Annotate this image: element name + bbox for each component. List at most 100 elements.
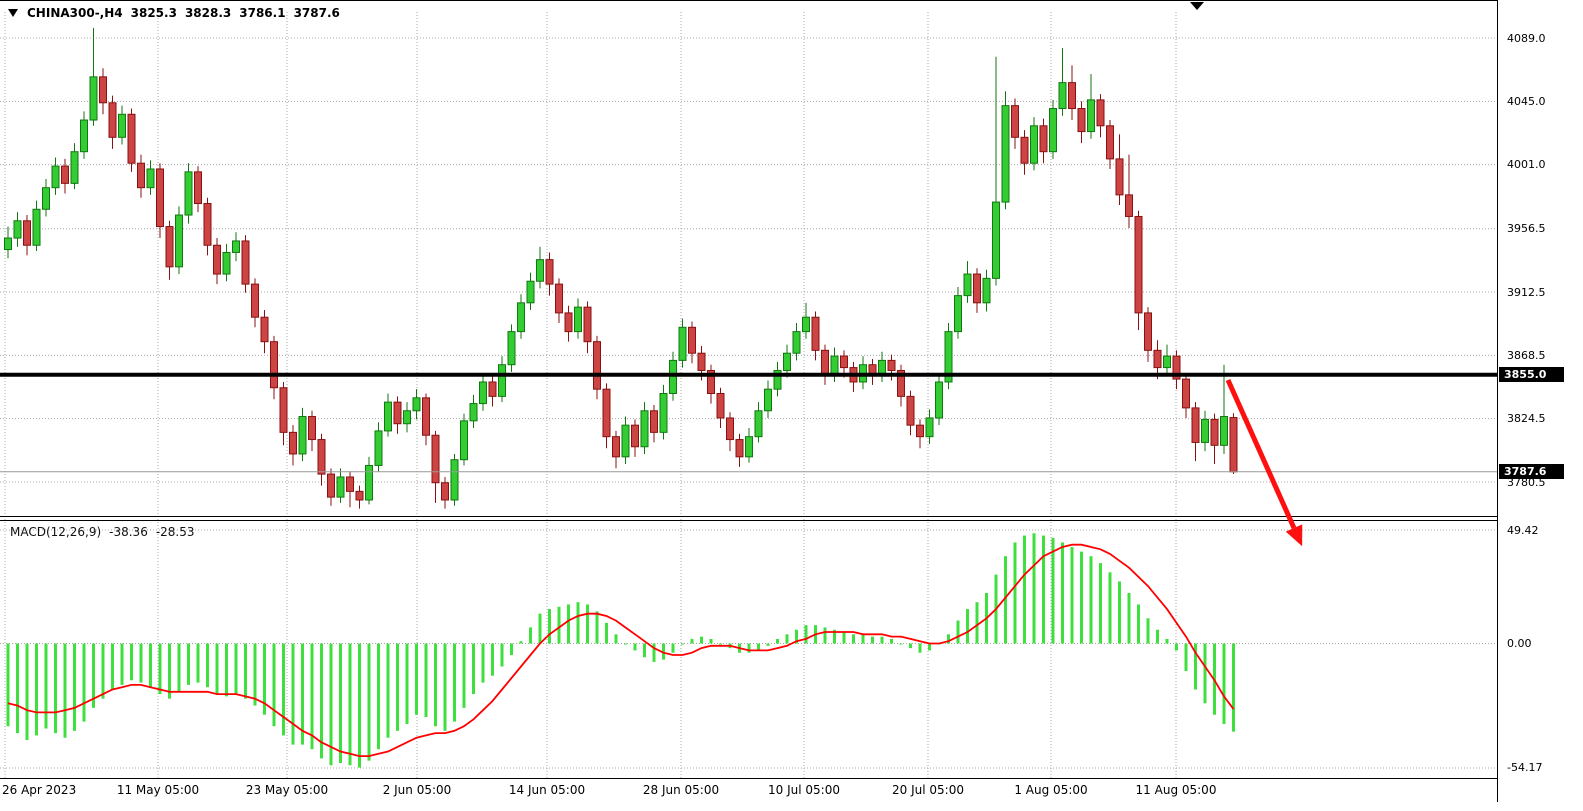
candle-bear [726, 417, 734, 441]
candle-bull [1201, 418, 1209, 443]
macd-histogram-bar [63, 643, 67, 738]
macd-histogram-bar [928, 643, 931, 651]
macd-histogram-bar [187, 643, 190, 685]
macd-histogram-bar [861, 634, 865, 644]
macd-histogram-bar [823, 627, 827, 644]
candle-bear [906, 395, 915, 426]
price-tick-label: 4001.0 [1507, 158, 1546, 172]
time-axis-label: 28 Jun 05:00 [642, 783, 720, 797]
candle-bull [89, 76, 98, 121]
trend-arrow-shaft[interactable] [1225, 378, 1297, 530]
candle-bear [1134, 215, 1143, 314]
candle-bull [1001, 105, 1010, 203]
macd-tick-label: -54.17 [1507, 761, 1543, 775]
macd-histogram-bar [500, 643, 504, 667]
macd-histogram-bar [405, 643, 409, 724]
candle-bull [517, 302, 525, 333]
candles-layer [4, 27, 1238, 509]
macd-histogram-bar [206, 643, 209, 688]
candle-bull [374, 430, 383, 466]
candle-bull [574, 306, 582, 333]
candle-bull [1058, 82, 1067, 110]
candle-bull [175, 214, 183, 268]
macd-histogram-bar [215, 643, 219, 695]
candle-bull [4, 237, 12, 251]
macd-histogram-bar [253, 643, 257, 706]
macd-histogram-bar [918, 643, 922, 653]
macd-histogram-bar [472, 643, 475, 695]
scroll-end-marker-icon[interactable] [1190, 2, 1204, 10]
macd-histogram-bar [719, 643, 722, 645]
candle-bear [1182, 378, 1190, 409]
quote-low: 3786.1 [239, 6, 286, 20]
candle-bear [61, 165, 69, 184]
macd-histogram-bar [1184, 643, 1188, 672]
time-axis-label: 2 Jun 05:00 [382, 783, 452, 797]
macd-histogram-bar [434, 643, 437, 727]
candle-bull [222, 251, 231, 275]
macd-tick-label: 0.00 [1507, 637, 1532, 651]
macd-histogram-bar [681, 643, 684, 645]
macd-histogram-bar [1004, 556, 1007, 644]
candle-bear [545, 259, 554, 285]
macd-histogram-bar [1194, 643, 1197, 690]
candle-bull [412, 397, 421, 412]
macd-histogram-bar [890, 638, 893, 644]
macd-histogram-bar [177, 643, 181, 692]
candle-bull [1163, 355, 1171, 369]
macd-tick-label: 49.42 [1507, 523, 1539, 537]
candle-bull [146, 168, 155, 189]
macd-histogram-bar [576, 602, 580, 644]
candle-bull [184, 171, 193, 216]
candle-bear [327, 473, 335, 498]
candle-bear [127, 113, 136, 164]
macd-value-1: -38.36 [109, 525, 148, 539]
time-axis-label: 10 Jul 05:00 [768, 783, 840, 797]
macd-histogram-bar [795, 629, 798, 644]
macd-histogram-bar [1080, 551, 1083, 644]
macd-histogram-bar [643, 643, 646, 658]
macd-histogram-bar [101, 643, 105, 699]
candle-bear [488, 381, 497, 397]
macd-histogram-bar [548, 609, 551, 644]
macd-histogram-bar [652, 643, 656, 662]
trend-arrow-head[interactable] [1285, 524, 1303, 547]
candle-bear [707, 369, 715, 394]
candle-bull [944, 331, 953, 383]
macd-histogram-bar [1232, 643, 1235, 732]
macd-histogram-bar [1051, 537, 1055, 644]
macd-histogram-bar [662, 643, 665, 660]
macd-histogram-bar [415, 643, 418, 715]
macd-value-2: -28.53 [155, 525, 195, 539]
macd-histogram-bar [1137, 604, 1140, 644]
price-tick-label: 3824.5 [1507, 412, 1546, 426]
quote-line: CHINA300-,H4 3825.3 3828.3 3786.1 3787.6 [8, 6, 340, 20]
candle-bear [1020, 136, 1029, 164]
candle-bear [716, 392, 725, 419]
candle-bear [203, 203, 212, 246]
candle-bear [650, 410, 658, 433]
macd-histogram-bar [282, 643, 285, 736]
quote-open: 3825.3 [130, 6, 177, 20]
candle-bear [1077, 108, 1086, 133]
candle-bear [251, 283, 259, 318]
price-axis[interactable]: 4089.0 4045.0 4001.0 3956.5 3912.5 3868.5 3824… [1498, 0, 1583, 803]
macd-histogram-bar [747, 643, 751, 653]
macd-histogram-bar [396, 643, 399, 731]
candle-bull [963, 273, 972, 297]
candle-bull [507, 331, 516, 366]
macd-histogram-bar [614, 634, 618, 644]
macd-histogram-bar [757, 643, 760, 651]
macd-histogram-bar [804, 625, 808, 644]
macd-histogram-bar [871, 636, 874, 644]
candle-bear [99, 76, 107, 104]
time-axis[interactable]: 26 Apr 2023 11 May 05:00 23 May 05:00 2 Jun… [0, 779, 1497, 802]
macd-histogram-bar [1156, 629, 1159, 644]
macd-histogram-bar [82, 643, 86, 722]
candle-bear [916, 424, 924, 438]
macd-histogram-bar [111, 643, 114, 690]
candle-bull [469, 403, 478, 422]
macd-histogram-bar [1108, 572, 1112, 644]
